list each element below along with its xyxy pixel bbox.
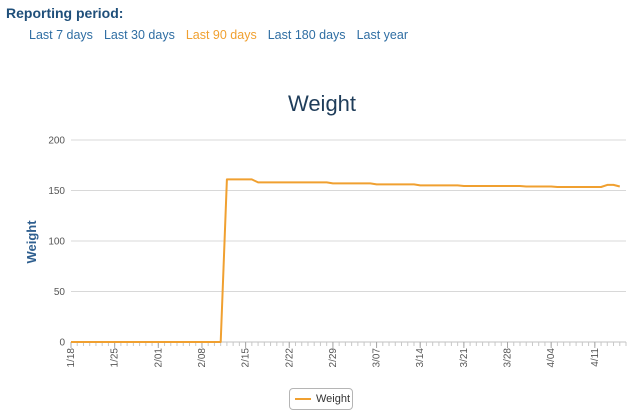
x-tick-label: 3/07: [372, 348, 383, 368]
x-tick-label: 3/28: [503, 348, 514, 368]
legend-label-weight: Weight: [316, 393, 351, 405]
period-option-90-days[interactable]: Last 90 days: [185, 28, 257, 42]
x-tick-label: 3/21: [459, 348, 470, 368]
period-option-last-year[interactable]: Last year: [356, 28, 408, 42]
reporting-period-label: Reporting period:: [6, 5, 124, 21]
x-tick-label: 1/18: [66, 348, 77, 368]
x-tick-label: 2/08: [197, 348, 208, 368]
x-tick-label: 4/04: [546, 348, 557, 368]
x-tick-label: 4/11: [590, 348, 601, 367]
grid-lines: [71, 139, 626, 343]
x-tick-label: 2/15: [241, 348, 252, 368]
x-tick-label: 2/22: [284, 348, 295, 368]
x-tick-label: 2/29: [328, 348, 339, 368]
y-tick-label: 50: [54, 287, 66, 298]
series-line-weight: [71, 178, 621, 343]
y-tick-label: 150: [48, 186, 65, 197]
y-tick-label: 100: [48, 237, 65, 248]
reporting-period-options: Last 7 days Last 30 days Last 90 days La…: [29, 28, 419, 42]
chart-title: Weight: [288, 91, 356, 116]
x-axis-ticks: 1/18 1/25 2/01 2/08 2/15 2/22 2/29 3/07 3/14 3/21…: [66, 341, 627, 368]
y-tick-label: 0: [59, 338, 65, 349]
y-axis-ticks: 0 50 100 150 200: [48, 136, 65, 349]
x-tick-label: 2/01: [153, 348, 164, 368]
y-tick-label: 200: [48, 136, 65, 147]
x-tick-label: 1/25: [110, 348, 121, 368]
series-layer: [71, 178, 621, 343]
period-option-180-days[interactable]: Last 180 days: [267, 28, 346, 42]
x-tick-label: 3/14: [415, 348, 426, 368]
period-option-30-days[interactable]: Last 30 days: [103, 28, 175, 42]
period-option-7-days[interactable]: Last 7 days: [29, 28, 93, 42]
y-axis-title: Weight: [24, 220, 39, 264]
legend[interactable]: Weight: [289, 388, 353, 410]
legend-swatch: [295, 398, 311, 400]
